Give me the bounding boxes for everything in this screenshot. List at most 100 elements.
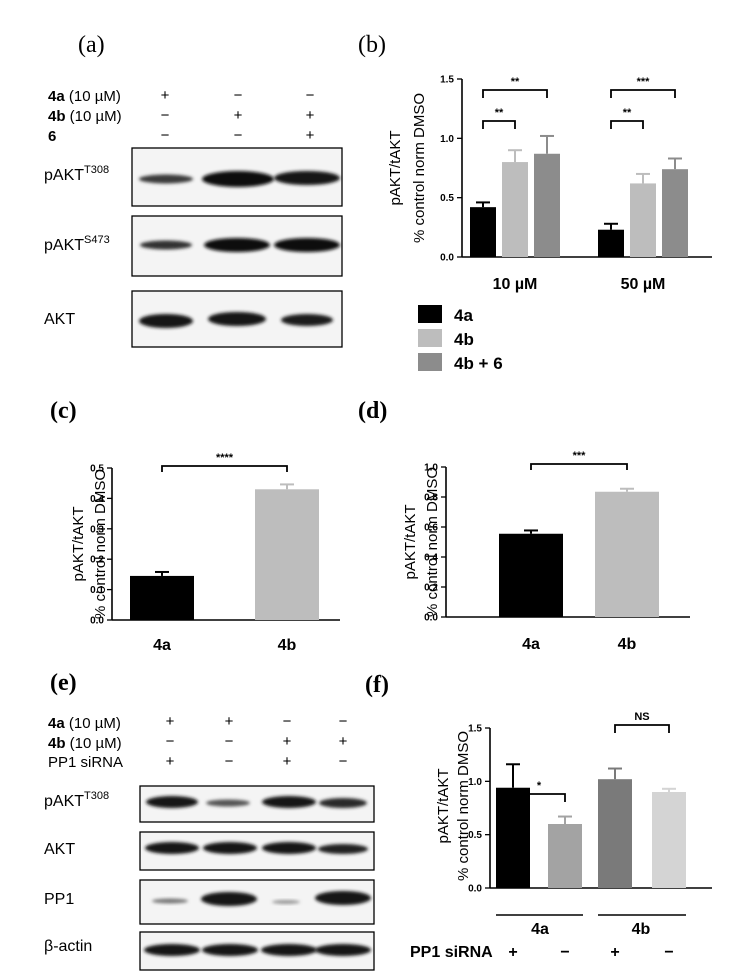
- blot-band: [208, 312, 266, 326]
- y-tick-label: 1.0: [424, 463, 438, 474]
- legend-swatch: [418, 305, 442, 323]
- bar: [496, 787, 530, 888]
- group-label: 4a: [531, 921, 549, 938]
- condition-mark: +: [283, 733, 292, 750]
- svg-text:4b (10 µM): 4b (10 µM): [48, 108, 122, 125]
- significance-label: NS: [634, 711, 649, 723]
- blot-row-label: pAKTT308: [44, 164, 109, 184]
- y-tick-label: 0.8: [424, 493, 438, 504]
- category-label: 4b: [618, 636, 637, 653]
- bar: [652, 792, 686, 888]
- condition-mark: −: [166, 733, 175, 750]
- blot-band: [146, 796, 198, 808]
- y-axis-label-line: pAKT/tAKT: [387, 130, 404, 205]
- condition-suffix: (10 µM): [66, 735, 122, 752]
- svg-text:6: 6: [48, 128, 56, 145]
- blot-band: [139, 174, 193, 184]
- blot-band: [204, 238, 270, 252]
- condition-mark: −: [234, 127, 243, 144]
- category-label: 50 µM: [621, 276, 666, 293]
- blot-band: [272, 900, 300, 904]
- legend-swatch: [418, 353, 442, 371]
- condition-mark: +: [225, 713, 234, 730]
- panel-label-f: (f): [365, 672, 389, 698]
- panel-label-a: (a): [78, 32, 105, 58]
- blot-band: [203, 842, 257, 854]
- y-tick-label: 0.4: [424, 553, 438, 564]
- y-tick-label: 0.2: [90, 555, 104, 566]
- bar-chart-b: 0.0 0.5 1.0 1.5 pAKT/tAKT % control norm DMSO…: [387, 75, 712, 373]
- condition-row: 4a (10 µM) + − −: [48, 87, 315, 105]
- condition-mark: +: [234, 107, 243, 124]
- legend-label: 4a: [454, 306, 473, 325]
- panel-label-c: (c): [50, 398, 77, 424]
- bar: [548, 824, 582, 888]
- bar: [598, 229, 624, 257]
- y-axis-label-line: % control norm DMSO: [455, 731, 472, 881]
- y-tick-label: 0.3: [90, 524, 104, 535]
- panel-label-e: (e): [50, 670, 77, 696]
- row-label: PP1 siRNA: [410, 944, 493, 961]
- significance-bracket: [512, 793, 566, 802]
- blot-row-label: pAKTT308: [44, 790, 109, 810]
- blot-band: [206, 799, 250, 807]
- condition-mark: +: [161, 87, 170, 104]
- bar: [595, 491, 659, 617]
- bar: [130, 575, 194, 620]
- condition-row: 4a (10 µM) + + − −: [48, 713, 348, 732]
- legend-label: 4b + 6: [454, 354, 503, 373]
- y-tick-label: 1.0: [440, 134, 454, 145]
- blot-band: [152, 898, 188, 904]
- sirna-mark: +: [610, 944, 619, 961]
- y-axis-label: pAKT/tAKT % control norm DMSO: [70, 469, 109, 619]
- condition-row: PP1 siRNA + − + −: [48, 753, 348, 771]
- svg-text:PP1 siRNA: PP1 siRNA: [48, 754, 123, 771]
- significance-bracket: [161, 465, 288, 472]
- blot-band: [261, 944, 317, 956]
- category-label: 4b: [278, 637, 297, 654]
- condition-suffix: (10 µM): [66, 108, 122, 125]
- y-tick-label: 0.5: [440, 193, 454, 204]
- blot-band: [319, 798, 367, 808]
- legend-label: 4b: [454, 330, 474, 349]
- y-tick-label: 0.4: [90, 494, 104, 505]
- y-tick-label: 1.5: [440, 75, 454, 86]
- condition-name: 4a: [48, 88, 65, 105]
- sirna-mark: −: [664, 944, 673, 961]
- svg-text:4b (10 µM): 4b (10 µM): [48, 735, 122, 752]
- condition-mark: −: [161, 107, 170, 124]
- blot-band: [262, 842, 316, 854]
- significance-label: **: [511, 76, 520, 88]
- blot-band: [315, 891, 371, 905]
- condition-mark: −: [306, 87, 315, 104]
- y-axis-label-line: pAKT/tAKT: [70, 506, 87, 581]
- condition-suffix: (10 µM): [65, 715, 121, 732]
- y-tick-label: 1.0: [468, 777, 482, 788]
- y-axis-label-line: % control norm DMSO: [424, 467, 441, 617]
- blot-band: [202, 944, 258, 956]
- significance-bracket: [610, 120, 644, 129]
- blot-band: [140, 240, 192, 250]
- significance-label: ***: [637, 76, 651, 88]
- blot-row-label: PP1: [44, 891, 74, 908]
- western-blot-e: 4a (10 µM) + + − − 4b (10 µM) − − + + PP…: [44, 713, 375, 971]
- bar: [470, 207, 496, 257]
- blot-band: [318, 844, 368, 854]
- condition-row: 4b (10 µM) − + +: [48, 107, 315, 125]
- y-tick-label: 0.5: [90, 464, 104, 475]
- bar-chart-d: 0.0 0.2 0.4 0.6 0.8 1.0 pAKT/tAKT % control nor…: [402, 450, 690, 653]
- y-tick-label: 0.1: [90, 585, 104, 596]
- significance-bracket: [610, 89, 676, 98]
- condition-suffix: (10 µM): [65, 88, 121, 105]
- condition-name: 4b: [48, 108, 66, 125]
- significance-label: **: [495, 107, 504, 119]
- condition-mark: −: [234, 87, 243, 104]
- condition-mark: −: [161, 127, 170, 144]
- y-tick-label: 0.0: [424, 613, 438, 624]
- significance-label: *: [537, 780, 542, 792]
- bar: [598, 779, 632, 888]
- significance-bracket: [614, 724, 670, 733]
- y-tick-label: 0.0: [440, 253, 454, 264]
